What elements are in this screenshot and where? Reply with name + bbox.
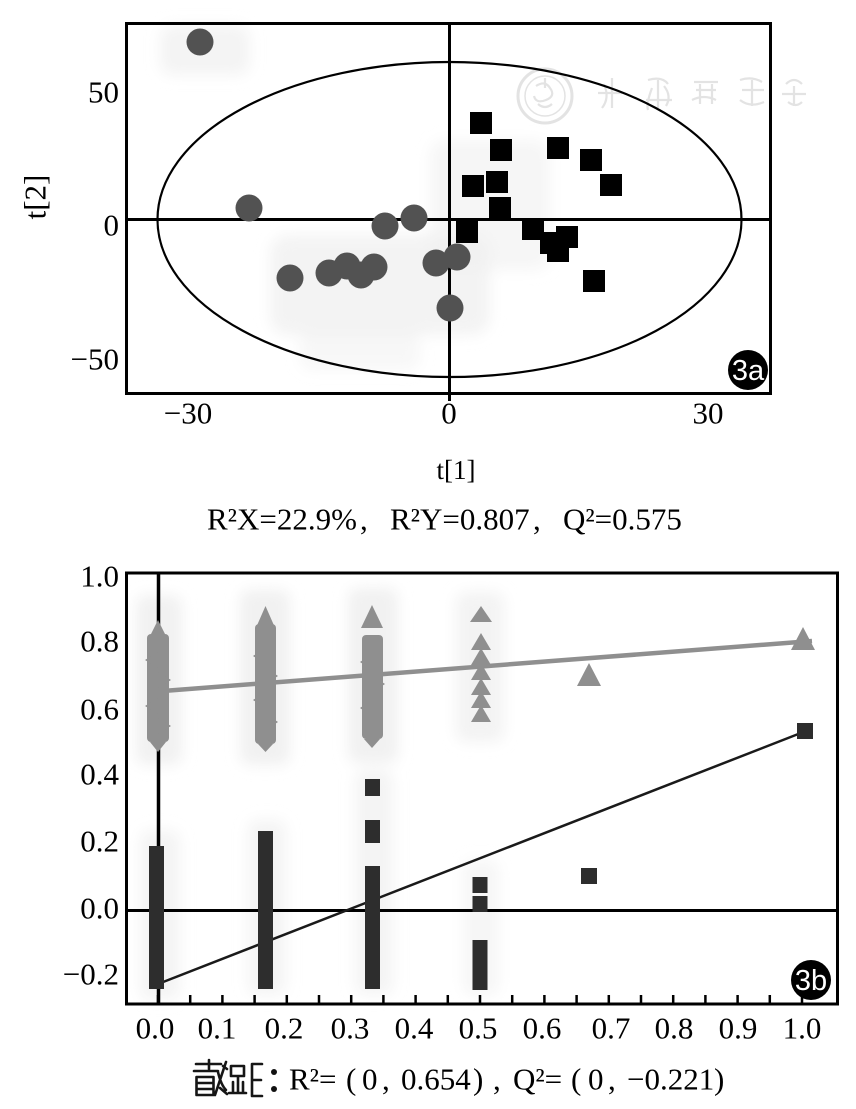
svg-text:): ) [473, 1062, 483, 1097]
svg-text:0: 0 [588, 1062, 604, 1097]
svg-text:,: , [360, 502, 368, 537]
svg-text:0.6: 0.6 [80, 692, 119, 727]
svg-text:1.0: 1.0 [783, 1011, 822, 1046]
svg-text:50: 50 [88, 75, 119, 110]
svg-text:0.6: 0.6 [523, 1011, 562, 1046]
svg-text:Q²=0.575: Q²=0.575 [563, 502, 682, 537]
svg-text:0.5: 0.5 [459, 1011, 498, 1046]
svg-text:0.2: 0.2 [80, 824, 119, 859]
svg-text:(: ( [346, 1062, 356, 1097]
svg-text:−30: −30 [164, 396, 212, 431]
svg-text:t[1]: t[1] [437, 455, 476, 485]
svg-text:(: ( [571, 1062, 581, 1097]
svg-text:3b: 3b [795, 965, 827, 997]
svg-text:0.4: 0.4 [395, 1011, 434, 1046]
svg-text:R²X=22.9%: R²X=22.9% [207, 502, 357, 537]
svg-text:,: , [382, 1062, 390, 1097]
svg-text:0.8: 0.8 [80, 624, 119, 659]
svg-text:Q²=: Q²= [513, 1062, 562, 1097]
svg-text:0: 0 [362, 1062, 378, 1097]
svg-text:0.0: 0.0 [80, 891, 119, 926]
svg-text:R²=: R²= [289, 1062, 336, 1097]
svg-text:0.9: 0.9 [719, 1011, 758, 1046]
svg-text:,: , [608, 1062, 616, 1097]
svg-text:0.7: 0.7 [592, 1011, 631, 1046]
svg-text:,: , [533, 502, 541, 537]
svg-text:30: 30 [693, 396, 724, 431]
svg-text:0.2: 0.2 [265, 1011, 304, 1046]
svg-text:,: , [493, 1062, 501, 1097]
svg-text:t[2]: t[2] [18, 175, 53, 220]
svg-text:0.0: 0.0 [136, 1011, 175, 1046]
svg-text:0.3: 0.3 [331, 1011, 370, 1046]
svg-text:1.0: 1.0 [80, 559, 119, 594]
svg-text:0: 0 [104, 208, 120, 243]
svg-text:−50: −50 [71, 342, 119, 377]
svg-text:3a: 3a [732, 355, 765, 387]
svg-text:0.654: 0.654 [401, 1062, 471, 1097]
svg-text:−0.221: −0.221 [627, 1062, 714, 1097]
svg-text:): ) [714, 1062, 724, 1097]
svg-text:0: 0 [441, 396, 457, 431]
svg-text:0.1: 0.1 [198, 1011, 237, 1046]
svg-text:0.8: 0.8 [655, 1011, 694, 1046]
svg-text:R²Y=0.807: R²Y=0.807 [390, 502, 530, 537]
svg-text:−0.2: −0.2 [63, 957, 119, 992]
svg-text:0.4: 0.4 [80, 757, 119, 792]
